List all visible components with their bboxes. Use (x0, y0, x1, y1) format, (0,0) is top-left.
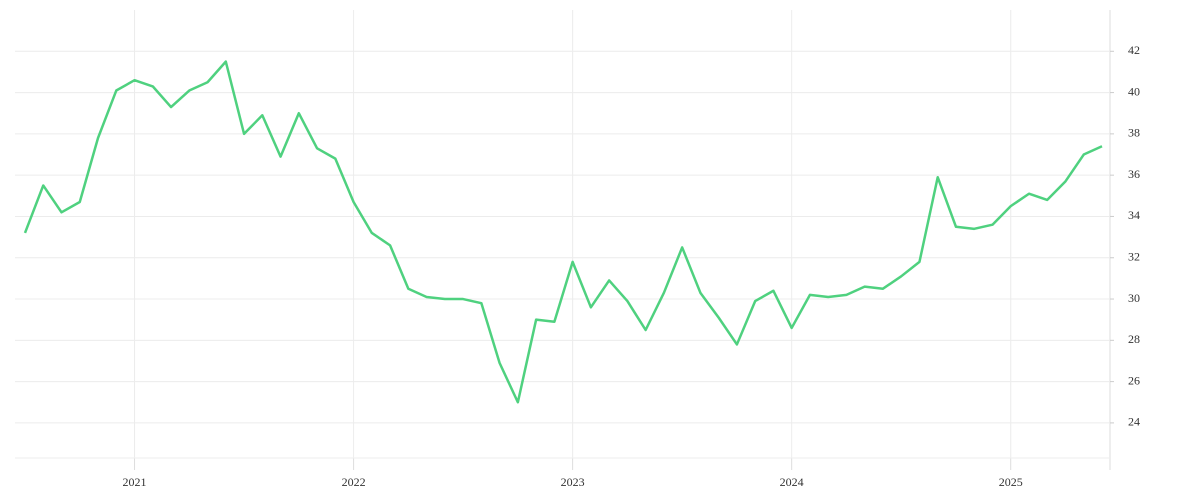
y-tick-label: 32 (1128, 249, 1140, 263)
y-tick-label: 30 (1128, 291, 1140, 305)
y-tick-label: 36 (1128, 167, 1140, 181)
x-tick-label: 2025 (999, 475, 1023, 489)
y-tick-label: 34 (1128, 208, 1140, 222)
x-tick-label: 2023 (561, 475, 585, 489)
y-tick-label: 38 (1128, 126, 1140, 140)
y-tick-label: 26 (1128, 373, 1140, 387)
x-tick-label: 2024 (780, 475, 804, 489)
x-tick-label: 2021 (123, 475, 147, 489)
line (23, 60, 1103, 404)
y-tick-label: 28 (1128, 332, 1140, 346)
y-tick-label: 40 (1128, 84, 1140, 98)
y-tick-label: 24 (1128, 415, 1140, 429)
x-tick-label: 2022 (342, 475, 366, 489)
y-tick-label: 42 (1128, 43, 1140, 57)
